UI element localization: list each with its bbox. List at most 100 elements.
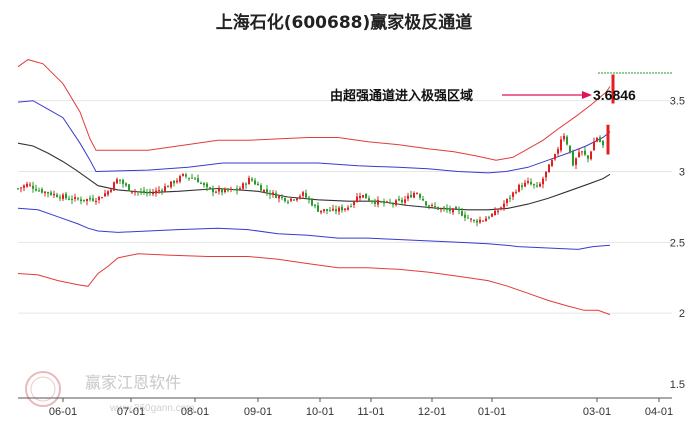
candle-body [404,199,406,203]
candle-body [401,199,403,203]
band-line-outer-lower [17,253,611,316]
candle-body [521,185,523,188]
y-tick-label: 2 [679,308,685,320]
band-line-outer-upper [17,59,611,161]
candle-body [380,201,382,203]
candle-body [524,182,526,187]
candle-body [563,135,565,140]
candle-body [488,217,490,219]
candle-body [425,201,427,206]
candle-body [194,178,196,180]
candle-body [602,140,604,146]
candle-body [554,154,556,160]
watermark: 赢家江恩软件 www.360gann.com [25,371,195,414]
candle-body [122,179,124,184]
candle-body [374,201,376,204]
x-tick-label: 06-01 [49,406,77,418]
candle-body [590,151,592,160]
candle-body [407,195,409,199]
candle-body [470,218,472,220]
x-tick-label: 08-01 [181,406,209,418]
watermark-brand: 赢家江恩软件 [85,373,181,392]
y-tick-label: 3 [679,167,685,179]
candle-body [290,198,292,201]
candle-body [320,210,322,213]
candle-body [260,185,262,191]
candle-body [476,220,478,223]
candle-body [32,185,34,189]
candle-body [131,191,133,193]
x-tick-label: 01-01 [478,406,506,418]
candle-body [596,137,598,142]
candle-body [410,194,412,198]
candle-body [566,136,568,145]
candle-body [92,198,94,201]
candle-body [227,188,229,191]
x-tick-label: 10-01 [306,406,334,418]
watermark-seal-icon [25,371,61,407]
candle-body [350,206,352,208]
candle-body [110,189,112,192]
candle-body [38,190,40,192]
candle-body [167,186,169,188]
candle-body [203,183,205,185]
candle-body [386,201,388,203]
candle-body [29,184,31,186]
x-tick-label: 09-01 [244,406,272,418]
candle-body [368,198,370,201]
candle-body [323,209,325,212]
candle-body [539,183,541,187]
candle-body [41,189,43,193]
candle-body [149,191,151,193]
candle-body [467,217,469,219]
candle-body [473,220,475,222]
candle-body [284,197,286,202]
candle-body [128,184,130,191]
candle-body [152,193,154,195]
candle-body [314,204,316,206]
candle-body [533,184,535,186]
candle-body [209,187,211,189]
candle-body [512,192,514,197]
candle-body [116,179,118,184]
candle-body [47,192,49,194]
candle-body [449,208,451,211]
candle-body [143,190,145,193]
candle-body [317,205,319,212]
price-candles [17,74,615,227]
candle-body [383,201,385,204]
candle-body [86,199,88,202]
candle-body [269,193,271,195]
candle-body [299,196,301,198]
candle-body [491,213,493,217]
candle-body [281,197,283,199]
candle-body [95,200,97,202]
band-line-middle [17,142,611,211]
candle-body [494,210,496,216]
candle-body [353,201,355,205]
candle-body [308,197,310,200]
candle-body [398,198,400,201]
candle-body [606,124,610,155]
candle-body [347,207,349,210]
candle-body [125,183,127,186]
candle-body [98,196,100,200]
candle-body [161,190,163,192]
candle-body [59,197,61,199]
candle-body [278,195,280,199]
candle-body [527,181,529,183]
candle-body [575,158,577,165]
band-lines [17,59,611,316]
candle-body [443,207,445,209]
candle-body [239,188,241,190]
candle-body [419,194,421,198]
candle-body [71,198,73,200]
candle-body [218,188,220,192]
candle-body [23,185,25,188]
candle-body [515,191,517,193]
candle-body [551,160,553,166]
candle-body [428,205,430,207]
candle-body [191,177,193,179]
candle-body [176,180,178,183]
